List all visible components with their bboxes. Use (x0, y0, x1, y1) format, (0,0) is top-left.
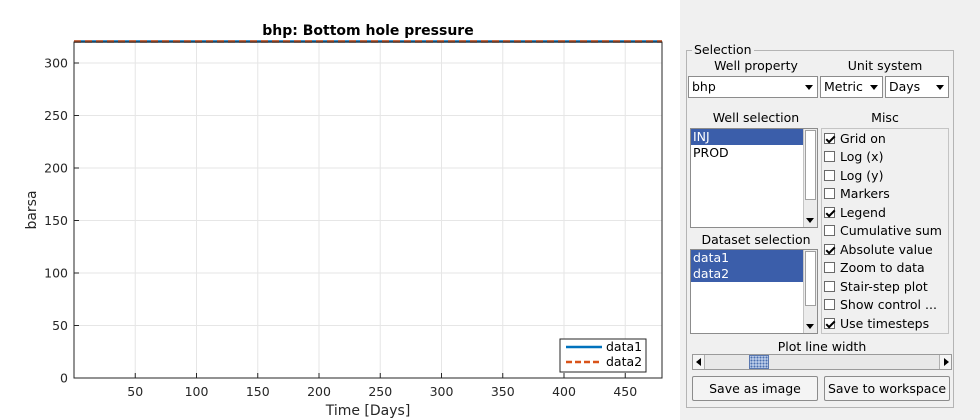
misc-label: Misc (871, 110, 899, 125)
list-item-dataset-data1[interactable]: data1 (691, 250, 803, 266)
scrollbar-thumb[interactable] (805, 130, 816, 200)
selection-title: Selection (692, 42, 754, 57)
option-label: Zoom to data (840, 260, 925, 275)
x-tick-label: 450 (613, 384, 637, 399)
checkbox-icon[interactable] (824, 244, 835, 255)
option-log-y[interactable]: Log (y) (824, 167, 948, 185)
scroll-down-icon[interactable] (806, 218, 814, 223)
option-grid-on[interactable]: Grid on (824, 130, 948, 148)
scroll-down-icon[interactable] (806, 324, 814, 329)
option-label: Show control ... (840, 297, 937, 312)
checkbox-icon[interactable] (824, 281, 835, 292)
y-tick-label: 200 (44, 161, 68, 176)
option-label: Markers (840, 186, 890, 201)
axis-ticks: 50 100 150 200 250 300 350 400 450 0 50 100 150 200 25… (44, 56, 637, 400)
save-to-workspace-button[interactable]: Save to workspace (824, 376, 950, 401)
unit-system-value: Metric (824, 79, 863, 94)
well-property-label: Well property (714, 58, 798, 73)
option-absolute-value[interactable]: Absolute value (824, 241, 948, 259)
legend-label-data1: data1 (606, 339, 642, 354)
x-axis-label: Time [Days] (325, 403, 411, 419)
legend-box (559, 338, 647, 373)
checkbox-icon[interactable] (824, 262, 835, 273)
legend: data1 data2 (559, 338, 647, 373)
unit-system-label: Unit system (847, 58, 923, 73)
well-selection-list[interactable]: INJ PROD (690, 128, 818, 228)
option-label: Absolute value (840, 242, 933, 257)
dataset-selection-list[interactable]: data1 data2 (690, 249, 818, 334)
list-item-well-prod[interactable]: PROD (693, 145, 729, 160)
option-cumulative-sum[interactable]: Cumulative sum (824, 222, 948, 240)
axes-background (74, 42, 662, 378)
checkbox-icon[interactable] (824, 299, 835, 310)
x-tick-label: 100 (185, 384, 209, 399)
dataset-selection-label: Dataset selection (701, 232, 811, 247)
y-tick-label: 100 (44, 266, 68, 281)
y-tick-label: 250 (44, 108, 68, 123)
chevron-down-icon (805, 85, 813, 90)
checkbox-icon[interactable] (824, 170, 835, 181)
y-tick-label: 150 (44, 213, 68, 228)
list-item-dataset-data2[interactable]: data2 (691, 266, 803, 282)
grid-lines (74, 42, 662, 378)
x-tick-label: 300 (430, 384, 454, 399)
option-label: Stair-step plot (840, 279, 928, 294)
axes-box (73, 41, 663, 379)
x-tick-label: 150 (246, 384, 270, 399)
list-item-well-inj[interactable]: INJ (691, 129, 803, 145)
option-label: Use timesteps (840, 316, 930, 331)
chart-title: bhp: Bottom hole pressure (262, 23, 473, 39)
y-tick-label: 300 (44, 56, 68, 71)
option-label: Grid on (840, 131, 886, 146)
slider-thumb[interactable] (749, 355, 769, 369)
x-tick-label: 350 (491, 384, 515, 399)
option-use-timesteps[interactable]: Use timesteps (824, 315, 948, 333)
slider-right-arrow-icon[interactable] (939, 355, 951, 369)
checkbox-icon[interactable] (824, 225, 835, 236)
option-show-control[interactable]: Show control ... (824, 296, 948, 314)
option-legend[interactable]: Legend (824, 204, 948, 222)
x-tick-label: 250 (368, 384, 392, 399)
well-list-scrollbar[interactable] (803, 129, 817, 227)
save-as-image-button[interactable]: Save as image (692, 376, 818, 401)
misc-options-box (821, 128, 949, 334)
chevron-down-icon (936, 85, 944, 90)
time-unit-value: Days (889, 79, 921, 94)
chevron-down-icon (870, 85, 878, 90)
well-property-value: bhp (692, 79, 716, 94)
y-tick-label: 0 (60, 371, 68, 386)
y-tick-label: 50 (52, 318, 68, 333)
option-label: Cumulative sum (840, 223, 942, 238)
option-label: Log (y) (840, 168, 884, 183)
dataset-list-scrollbar[interactable] (803, 250, 817, 333)
scrollbar-thumb[interactable] (805, 251, 816, 306)
checkbox-icon[interactable] (824, 188, 835, 199)
checkbox-icon[interactable] (824, 207, 835, 218)
time-unit-dropdown[interactable]: Days (885, 76, 949, 98)
plot-area: 50 100 150 200 250 300 350 400 450 0 50 100 150 200 25… (24, 23, 663, 419)
option-log-x[interactable]: Log (x) (824, 148, 948, 166)
control-panel: Selection Well property Unit system bhp … (680, 0, 980, 420)
slider-left-arrow-icon[interactable] (693, 355, 705, 369)
option-stair-step-plot[interactable]: Stair-step plot (824, 278, 948, 296)
plot-line-width-label: Plot line width (777, 339, 867, 354)
well-property-dropdown[interactable]: bhp (688, 76, 818, 98)
plot-line-width-slider[interactable] (692, 354, 952, 370)
checkbox-icon[interactable] (824, 318, 835, 329)
well-selection-label: Well selection (712, 110, 800, 125)
option-label: Legend (840, 205, 886, 220)
option-markers[interactable]: Markers (824, 185, 948, 203)
selection-frame (686, 50, 954, 408)
checkbox-icon[interactable] (824, 151, 835, 162)
option-zoom-to-data[interactable]: Zoom to data (824, 259, 948, 277)
option-label: Log (x) (840, 149, 884, 164)
x-tick-label: 50 (127, 384, 143, 399)
checkbox-icon[interactable] (824, 133, 835, 144)
y-axis-label: barsa (24, 190, 40, 229)
legend-label-data2: data2 (606, 354, 642, 369)
x-tick-label: 200 (307, 384, 331, 399)
unit-system-dropdown[interactable]: Metric (820, 76, 883, 98)
x-tick-label: 400 (552, 384, 576, 399)
